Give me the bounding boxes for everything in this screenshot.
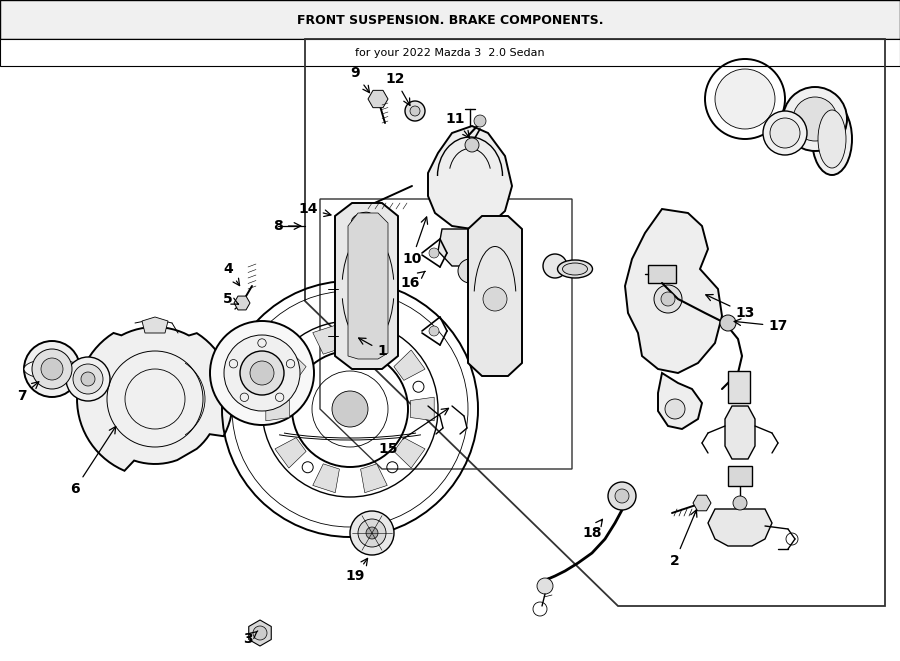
Circle shape [608, 482, 636, 510]
Circle shape [720, 315, 736, 331]
Polygon shape [361, 464, 387, 492]
Polygon shape [625, 209, 722, 373]
Circle shape [615, 489, 629, 503]
Polygon shape [312, 325, 339, 354]
Text: 10: 10 [402, 217, 428, 266]
Bar [728, 371, 750, 403]
Circle shape [405, 101, 425, 121]
Circle shape [733, 496, 747, 510]
Circle shape [465, 138, 479, 152]
Polygon shape [658, 373, 702, 429]
Text: 1: 1 [358, 338, 387, 358]
Text: 18: 18 [582, 520, 602, 540]
Circle shape [654, 285, 682, 313]
Polygon shape [725, 406, 755, 459]
Circle shape [350, 511, 394, 555]
Circle shape [240, 351, 284, 395]
Circle shape [665, 399, 685, 419]
Text: 3: 3 [243, 631, 257, 646]
Bar [728, 466, 752, 486]
Circle shape [224, 335, 300, 411]
Text: 13: 13 [706, 295, 755, 320]
Circle shape [770, 118, 800, 148]
Circle shape [661, 292, 675, 306]
Circle shape [537, 578, 553, 594]
Circle shape [429, 326, 439, 336]
Circle shape [41, 358, 63, 380]
Circle shape [81, 372, 95, 386]
Text: for your 2022 Mazda 3  2.0 Sedan: for your 2022 Mazda 3 2.0 Sedan [356, 48, 544, 58]
Circle shape [366, 527, 378, 539]
Polygon shape [368, 91, 388, 108]
Polygon shape [234, 296, 250, 310]
Circle shape [24, 341, 80, 397]
Circle shape [73, 364, 103, 394]
Text: 12: 12 [385, 72, 410, 105]
Circle shape [458, 259, 482, 283]
Text: 17: 17 [734, 319, 788, 333]
Circle shape [429, 248, 439, 258]
Ellipse shape [24, 359, 80, 379]
Text: 9: 9 [350, 66, 370, 93]
Circle shape [483, 287, 507, 311]
Circle shape [543, 254, 567, 278]
Circle shape [715, 69, 775, 129]
Circle shape [474, 115, 486, 127]
Circle shape [275, 393, 284, 401]
Polygon shape [693, 495, 711, 511]
Polygon shape [394, 350, 425, 380]
Circle shape [253, 626, 267, 640]
Polygon shape [468, 216, 522, 376]
Polygon shape [274, 350, 306, 380]
Polygon shape [77, 327, 233, 471]
Circle shape [410, 106, 420, 116]
Polygon shape [348, 213, 388, 359]
Polygon shape [410, 397, 434, 421]
Text: 15: 15 [378, 408, 448, 456]
Text: 19: 19 [346, 559, 367, 583]
Ellipse shape [812, 103, 852, 175]
Text: FRONT SUSPENSION. BRAKE COMPONENTS.: FRONT SUSPENSION. BRAKE COMPONENTS. [297, 13, 603, 26]
Polygon shape [394, 438, 425, 468]
Bar [0, 0, 900, 39]
Ellipse shape [557, 260, 592, 278]
Circle shape [793, 97, 837, 141]
Polygon shape [335, 203, 398, 369]
Ellipse shape [352, 212, 373, 226]
Text: 2: 2 [670, 510, 697, 568]
Circle shape [240, 393, 248, 401]
Text: 6: 6 [70, 426, 116, 496]
Circle shape [332, 391, 368, 427]
Circle shape [210, 321, 314, 425]
Circle shape [358, 519, 386, 547]
Ellipse shape [818, 110, 846, 168]
Polygon shape [274, 438, 306, 468]
Text: 8: 8 [273, 219, 301, 233]
Polygon shape [248, 620, 271, 646]
Text: 14: 14 [298, 202, 331, 217]
Circle shape [286, 360, 294, 368]
Circle shape [763, 111, 807, 155]
Polygon shape [428, 126, 512, 229]
Polygon shape [266, 397, 290, 421]
Circle shape [230, 360, 238, 368]
Text: 4: 4 [223, 262, 239, 286]
Text: 16: 16 [400, 272, 425, 290]
Bar [648, 265, 676, 283]
Bar [0, 39, 900, 66]
Circle shape [783, 87, 847, 151]
Polygon shape [438, 229, 502, 266]
Circle shape [250, 361, 274, 385]
Circle shape [257, 339, 266, 347]
Circle shape [32, 349, 72, 389]
Text: 11: 11 [446, 112, 470, 137]
Text: 7: 7 [17, 381, 39, 403]
Polygon shape [142, 317, 168, 333]
Ellipse shape [562, 263, 588, 275]
Polygon shape [708, 509, 772, 546]
Polygon shape [361, 325, 387, 354]
Text: 5: 5 [223, 292, 238, 306]
Polygon shape [312, 464, 339, 492]
Circle shape [66, 357, 110, 401]
